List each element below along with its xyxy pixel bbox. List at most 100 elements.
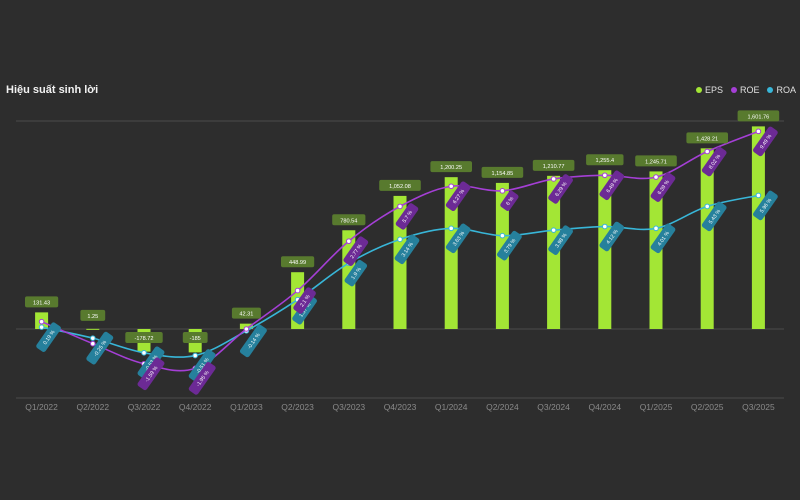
eps-label-text: 1,601.76 (748, 114, 770, 120)
roa-label-bg (548, 225, 573, 255)
x-tick-label: Q4/2023 (384, 402, 417, 412)
eps-label-text: 1,245.71 (645, 159, 667, 165)
eps-label-bg (25, 296, 59, 308)
eps-data-label: 780.54 (332, 214, 366, 226)
eps-label-text: 1,428.21 (696, 136, 718, 142)
x-tick-label: Q3/2024 (537, 402, 570, 412)
x-tick-label: Q3/2023 (332, 402, 365, 412)
eps-label-text: 42.31 (239, 312, 253, 318)
roe-point (499, 188, 506, 194)
roa-label-bg (445, 223, 471, 254)
roa-label-bg (188, 349, 216, 382)
chart-legend: EPS ROE ROA (695, 85, 796, 95)
roa-label-bg (650, 223, 676, 254)
eps-data-label: 42.31 (231, 307, 261, 319)
roe-label-bg (137, 357, 165, 391)
eps-label-text: 1,154.85 (492, 171, 514, 177)
eps-data-label: 131.43 (25, 296, 59, 308)
eps-label-bg (80, 309, 106, 321)
eps-label-bg (332, 214, 366, 226)
x-tick-label: Q2/2024 (486, 402, 519, 412)
eps-label-text: 1,255.4 (595, 158, 614, 164)
roe-point (602, 172, 608, 179)
roa-label-bg (753, 190, 778, 221)
eps-bar (86, 328, 100, 330)
roe-point (294, 287, 301, 294)
roe-label-bg (445, 181, 471, 212)
x-tick-label: Q2/2025 (691, 402, 724, 412)
roa-point (550, 227, 557, 233)
x-tick-label: Q1/2022 (25, 402, 58, 412)
roa-label-bg (36, 322, 61, 352)
roe-point (704, 148, 711, 155)
roe-label-bg (188, 362, 216, 395)
eps-data-label: 1.25 (80, 309, 106, 321)
eps-data-label: 1,245.71 (635, 155, 677, 167)
x-tick-label: Q1/2024 (435, 402, 468, 412)
roa-point (38, 324, 45, 330)
eps-label-bg (125, 332, 163, 343)
eps-data-label: 1,200.25 (430, 161, 472, 173)
roa-point (499, 232, 506, 239)
roe-point (755, 128, 762, 135)
eps-label-text: 1.25 (87, 314, 98, 320)
legend-dot-eps (695, 87, 702, 93)
eps-bar (700, 148, 714, 329)
roe-label-bg (650, 172, 676, 202)
eps-label-text: -185 (190, 336, 201, 342)
roe-point (243, 326, 250, 332)
roe-label-bg (548, 174, 573, 204)
legend-label-roe: ROE (739, 85, 760, 95)
eps-data-label: 1,210.77 (532, 159, 575, 171)
roe-point (346, 238, 352, 244)
eps-bar (444, 177, 458, 329)
eps-data-label: 1,052.08 (379, 179, 421, 191)
eps-label-text: -178.72 (135, 336, 154, 342)
roa-point (90, 335, 96, 341)
roa-point (192, 352, 198, 359)
eps-data-label: 1,154.85 (481, 166, 524, 178)
eps-label-text: 1,200.25 (440, 165, 462, 171)
x-tick-label: Q3/2025 (742, 402, 775, 412)
eps-label-bg (379, 179, 421, 191)
legend-item-eps[interactable]: EPS (695, 85, 723, 95)
roa-data-label: -0.25 % (86, 331, 114, 365)
roa-label-bg (344, 259, 368, 287)
eps-label-bg (430, 161, 472, 173)
roa-point (448, 225, 455, 232)
legend-dot-roa (767, 87, 774, 93)
roe-data-label: 6 % (500, 190, 519, 211)
roa-label-bg (137, 346, 165, 380)
eps-label-bg (737, 110, 780, 122)
x-tick-label: Q4/2022 (179, 402, 212, 412)
roa-point (141, 349, 147, 356)
eps-label-text: 131.43 (33, 300, 50, 306)
roe-label-bg (293, 287, 316, 314)
x-tick-label: Q4/2024 (588, 402, 621, 412)
eps-label-text: 1,210.77 (543, 164, 565, 170)
eps-label-bg (281, 256, 315, 268)
x-tick-label: Q3/2022 (128, 402, 161, 412)
roe-label-bg (599, 170, 625, 201)
eps-data-label: 1,601.76 (737, 110, 780, 122)
eps-label-text: 448.99 (289, 260, 306, 266)
roa-point (397, 236, 403, 243)
eps-data-label: -178.72 (125, 332, 163, 343)
roa-label-bg (239, 324, 267, 358)
chart-title: Hiệu suất sinh lời (6, 84, 99, 96)
eps-label-bg (182, 332, 208, 343)
eps-label-bg (231, 307, 261, 319)
roa-label-bg (86, 331, 114, 365)
roa-point (602, 223, 608, 230)
legend-label-eps: EPS (704, 85, 723, 95)
roe-point (38, 318, 45, 325)
roa-label-bg (394, 234, 420, 265)
eps-label-bg (532, 159, 575, 171)
roe-label-bg (395, 203, 419, 230)
roe-label-text: 6 % (505, 196, 515, 207)
legend-item-roe[interactable]: ROE (730, 85, 760, 95)
legend-item-roa[interactable]: ROA (767, 85, 796, 95)
eps-data-label: 1,255.4 (586, 154, 624, 166)
roe-point (397, 203, 403, 210)
eps-label-bg (481, 166, 524, 178)
